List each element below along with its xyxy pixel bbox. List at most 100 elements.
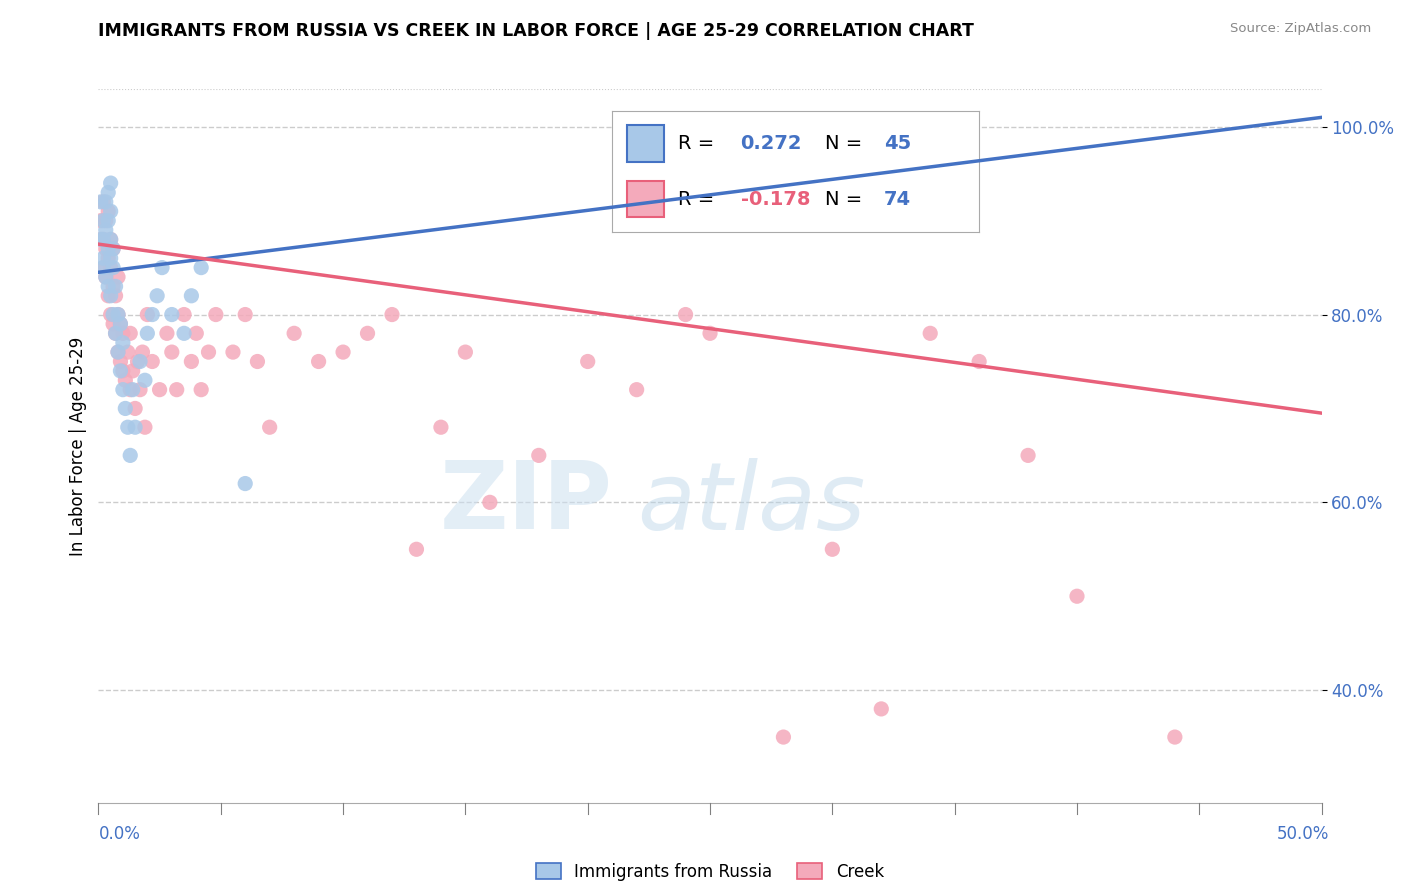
Point [173,308,195,322]
Point [149,383,172,397]
Text: IMMIGRANTS FROM RUSSIA VS CREEK IN LABOR FORCE | AGE 25-29 CORRELATION CHART: IMMIGRANTS FROM RUSSIA VS CREEK IN LABOR… [98,22,974,40]
Point [101,242,124,256]
Point [100,308,122,322]
Point [107,308,129,322]
Point [772,730,794,744]
Point [91,213,114,227]
Point [190,383,212,397]
Point [91,260,114,275]
Point [90,213,112,227]
Point [675,308,697,322]
Point [146,289,169,303]
Point [90,194,112,209]
Point [114,373,136,387]
Text: atlas: atlas [637,458,865,549]
Point [150,260,173,275]
Point [94,270,117,285]
Point [129,354,152,368]
Point [110,317,132,331]
Point [134,420,156,434]
Point [222,345,245,359]
Point [110,354,132,368]
Point [527,449,550,463]
Point [104,326,127,341]
Point [94,223,117,237]
Point [100,232,122,246]
Point [120,326,142,341]
Point [107,345,129,359]
Point [110,364,132,378]
Point [101,308,124,322]
Legend: Immigrants from Russia, Creek: Immigrants from Russia, Creek [529,856,891,888]
Point [107,308,129,322]
Point [91,194,114,209]
Point [101,317,124,331]
Point [97,251,120,265]
Point [94,270,117,285]
Point [131,345,153,359]
Point [332,345,354,359]
Point [454,345,477,359]
Point [104,279,127,293]
Point [120,449,142,463]
Point [97,279,120,293]
Point [259,420,281,434]
Point [205,308,228,322]
Point [110,317,132,331]
Point [821,542,844,557]
Point [120,383,142,397]
Point [100,289,122,303]
Point [90,232,112,246]
Point [91,232,114,246]
Point [94,242,117,256]
Point [246,354,269,368]
Point [136,308,159,322]
Point [101,279,124,293]
Point [233,476,256,491]
Point [870,702,893,716]
Point [141,308,163,322]
Point [478,495,501,509]
Point [107,270,129,285]
Point [576,354,599,368]
Point [101,260,124,275]
Point [1066,589,1088,603]
Point [91,251,114,265]
Point [97,242,120,256]
Point [100,260,122,275]
Point [117,345,139,359]
Point [430,420,453,434]
Point [94,194,117,209]
Point [180,289,202,303]
Point [100,232,122,246]
Point [94,213,117,227]
Point [166,383,188,397]
Point [114,401,136,416]
Point [197,345,219,359]
Point [134,373,156,387]
Point [308,354,330,368]
Point [121,364,143,378]
Point [100,176,122,190]
Point [97,213,120,227]
Point [173,326,195,341]
Point [699,326,721,341]
Point [100,251,122,265]
Point [190,260,212,275]
Y-axis label: In Labor Force | Age 25-29: In Labor Force | Age 25-29 [69,336,87,556]
Point [104,326,127,341]
Point [97,289,120,303]
Point [121,383,143,397]
Point [283,326,305,341]
Point [356,326,378,341]
Point [233,308,256,322]
Point [381,308,404,322]
Point [127,354,149,368]
Point [967,354,990,368]
Point [626,383,648,397]
Point [104,289,127,303]
Point [186,326,208,341]
Point [100,204,122,219]
Point [920,326,942,341]
Text: 0.0%: 0.0% [98,825,141,843]
